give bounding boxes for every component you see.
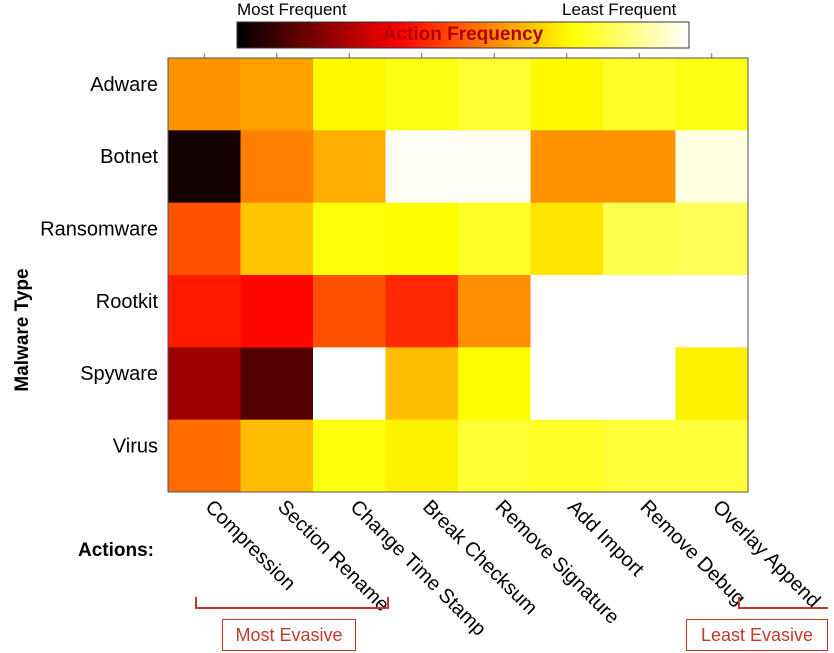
heatmap-cell xyxy=(675,419,749,493)
heatmap-cell xyxy=(240,275,314,348)
heatmap-cell xyxy=(240,58,314,131)
heatmap-cell xyxy=(168,58,241,131)
heatmap-cell xyxy=(603,347,676,421)
heatmap-cell xyxy=(458,202,531,276)
y-tick-label: Virus xyxy=(113,435,158,457)
heatmap-cell xyxy=(603,419,676,493)
heatmap-cell xyxy=(458,419,531,493)
heatmap-cell xyxy=(240,130,314,204)
heatmap-cell xyxy=(168,130,241,204)
x-tick-label: Remove Signature xyxy=(491,496,624,629)
heatmap-cell xyxy=(168,347,241,421)
heatmap-cell xyxy=(385,130,459,204)
heatmap-cell xyxy=(385,347,459,421)
heatmap-frame xyxy=(167,57,749,493)
most-evasive-label: Most Evasive xyxy=(222,619,356,651)
heatmap-cell xyxy=(385,419,459,493)
colorbar xyxy=(236,21,690,49)
heatmap-cell xyxy=(675,58,749,131)
heatmap-cell xyxy=(458,130,531,204)
colorbar-min-label: Most Frequent xyxy=(237,0,347,19)
heatmap-cell xyxy=(313,130,386,204)
heatmap-cell xyxy=(313,58,386,131)
heatmap-cell xyxy=(603,202,676,276)
heatmap-cell xyxy=(530,347,604,421)
heatmap-cell xyxy=(530,202,604,276)
heatmap-cell xyxy=(458,347,531,421)
least-evasive-label: Least Evasive xyxy=(686,619,828,651)
heatmap-cell xyxy=(675,347,749,421)
y-tick-label: Botnet xyxy=(100,146,158,168)
heatmap-cell xyxy=(240,202,314,276)
y-tick-label: Ransomware xyxy=(40,218,158,240)
heatmap-cell xyxy=(675,130,749,204)
heatmap-cell xyxy=(168,202,241,276)
heatmap-cell xyxy=(530,419,604,493)
heatmap-cell xyxy=(385,58,459,131)
heatmap-cell xyxy=(675,202,749,276)
x-tick-label: Change Time Stamp xyxy=(346,496,490,640)
heatmap-cell xyxy=(385,275,459,348)
heatmap-cell xyxy=(313,202,386,276)
heatmap-cell xyxy=(385,202,459,276)
heatmap-cell xyxy=(168,419,241,493)
y-tick-label: Rootkit xyxy=(96,291,159,313)
colorbar-max-label: Least Frequent xyxy=(562,0,677,19)
x-axis-label: Actions: xyxy=(78,540,154,561)
heatmap-cell xyxy=(313,347,386,421)
heatmap-cell xyxy=(603,275,676,348)
heatmap-cell xyxy=(530,130,604,204)
heatmap-cell xyxy=(240,347,314,421)
heatmap-cell xyxy=(530,275,604,348)
heatmap-cell xyxy=(675,275,749,348)
y-axis-label: Malware Type xyxy=(12,268,33,392)
heatmap-cell xyxy=(603,58,676,131)
heatmap-cell xyxy=(458,275,531,348)
heatmap-cell xyxy=(240,419,314,493)
heatmap-cell xyxy=(168,275,241,348)
y-tick-label: Spyware xyxy=(80,363,158,385)
chart-title: Action Frequency xyxy=(382,24,544,45)
heatmap-cell xyxy=(603,130,676,204)
heatmap-cell xyxy=(313,275,386,348)
heatmap-cell xyxy=(530,58,604,131)
most-evasive-bracket xyxy=(195,597,389,609)
y-tick-label: Adware xyxy=(90,74,158,96)
least-evasive-bracket xyxy=(738,597,828,609)
heatmap-cell xyxy=(313,419,386,493)
heatmap-cell xyxy=(458,58,531,131)
